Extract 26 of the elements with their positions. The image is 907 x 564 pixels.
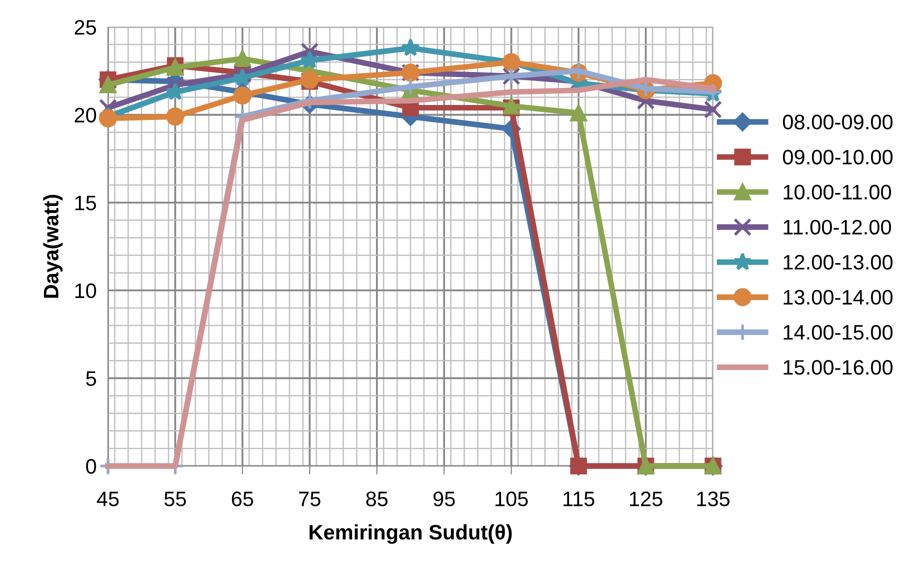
- legend-label: 12.00-13.00: [784, 254, 893, 270]
- legend-label: 13.00-14.00: [784, 290, 893, 305]
- legend-label: 09.00-10.00: [782, 150, 893, 164]
- x-axis-title: Kemiringan Sudut(θ): [310, 524, 512, 544]
- y-tick-label: 25: [74, 20, 96, 35]
- x-tick-label: 95: [434, 492, 455, 506]
- legend-label: 08.00-09.00: [782, 114, 893, 130]
- y-tick-label: 20: [74, 108, 96, 123]
- y-tick-label: 15: [75, 196, 96, 210]
- legend-label: 11.00-12.00: [784, 220, 892, 235]
- y-tick-label: 5: [86, 371, 96, 386]
- x-tick-label: 75: [299, 492, 320, 506]
- x-tick-label: 55: [164, 492, 186, 506]
- x-tick-label: 85: [366, 492, 388, 506]
- y-tick-label: 0: [86, 459, 96, 474]
- y-axis-title: Daya(watt): [43, 194, 63, 298]
- x-tick-label: 125: [630, 492, 662, 506]
- legend-label: 14.00-15.00: [784, 324, 893, 340]
- x-tick-label: 65: [232, 492, 254, 506]
- x-tick-label: 115: [564, 492, 594, 506]
- x-tick-label: 45: [96, 492, 119, 506]
- y-tick-label: 10: [75, 283, 96, 298]
- x-tick-label: 105: [496, 492, 528, 506]
- x-tick-label: 135: [697, 492, 730, 506]
- legend-label: 10.00-11.00: [784, 184, 892, 200]
- legend-label: 15.00-16.00: [784, 360, 893, 375]
